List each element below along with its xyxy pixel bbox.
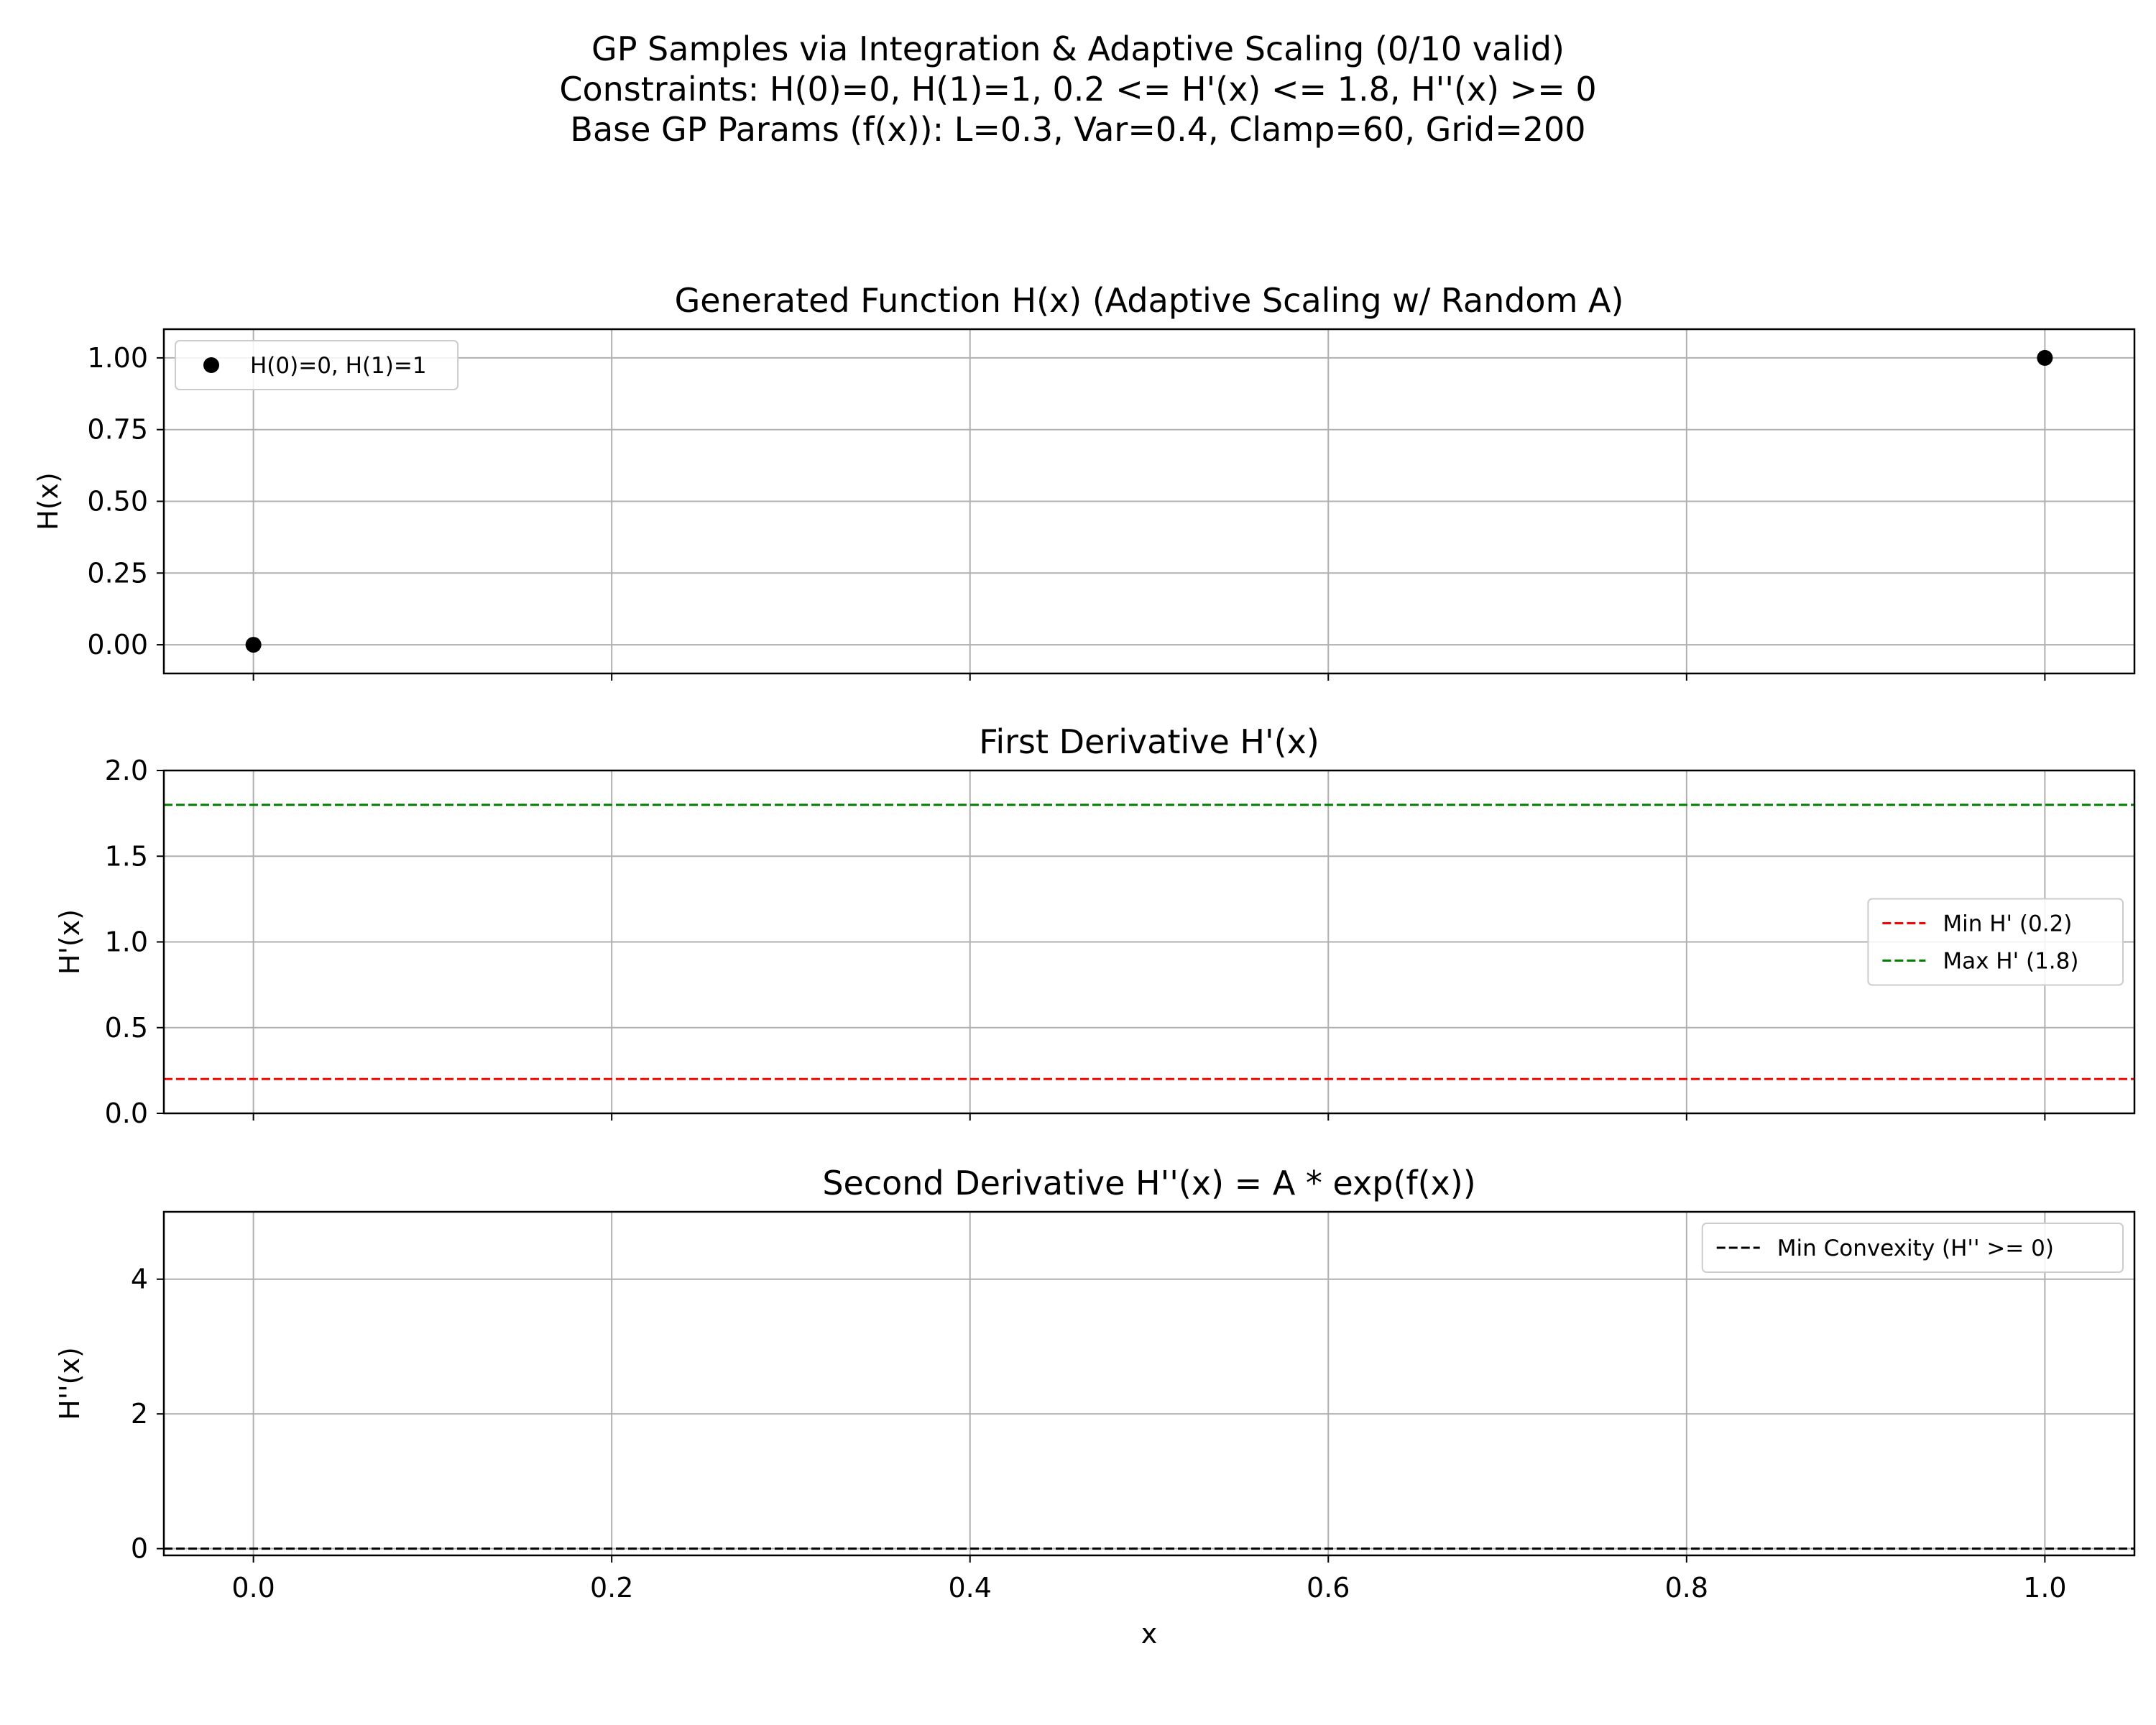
panel-2-ylabel: H'(x) bbox=[54, 909, 86, 975]
panel-2-ytick-label-3: 1.5 bbox=[105, 840, 148, 872]
panel-3-legend-label-0: Min Convexity (H'' >= 0) bbox=[1777, 1236, 2054, 1261]
suptitle-line-3: Base GP Params (f(x)): L=0.3, Var=0.4, C… bbox=[570, 110, 1586, 149]
panel-2-legend-label-1: Max H' (1.8) bbox=[1943, 949, 2078, 975]
panel-1-point-0 bbox=[245, 637, 262, 653]
suptitle-line-1: GP Samples via Integration & Adaptive Sc… bbox=[591, 29, 1565, 68]
panel-1-ytick-label-4: 1.00 bbox=[87, 342, 148, 374]
panel-1-point-1 bbox=[2037, 349, 2053, 366]
panel-2-ytick-label-2: 1.0 bbox=[105, 926, 148, 958]
panel-3-xtick-label-4: 0.8 bbox=[1665, 1572, 1708, 1604]
panel-1-title: Generated Function H(x) (Adaptive Scalin… bbox=[675, 281, 1624, 320]
panel-3-xtick-label-5: 1.0 bbox=[2023, 1572, 2066, 1604]
panel-3-ytick-label-1: 2 bbox=[131, 1398, 148, 1430]
panel-3-ytick-label-2: 4 bbox=[131, 1264, 148, 1295]
panel-2-ytick-label-4: 2.0 bbox=[105, 755, 148, 786]
panel-3-title: Second Derivative H''(x) = A * exp(f(x)) bbox=[822, 1164, 1475, 1202]
panel-2-legend-label-0: Min H' (0.2) bbox=[1943, 911, 2072, 937]
panel-1-ytick-label-3: 0.75 bbox=[87, 414, 148, 446]
panel-3-legend bbox=[1701, 1223, 2124, 1273]
panel-3-xtick-label-1: 0.2 bbox=[590, 1572, 633, 1604]
panel-2-legend bbox=[1867, 898, 2124, 986]
panel-1-ytick-label-2: 0.50 bbox=[87, 486, 148, 518]
panel-3-axes-frame bbox=[162, 1210, 2136, 1557]
panel-1-ytick-label-1: 0.25 bbox=[87, 557, 148, 589]
suptitle-line-2: Constraints: H(0)=0, H(1)=1, 0.2 <= H'(x… bbox=[559, 70, 1597, 109]
panel-3-ytick-label-0: 0 bbox=[131, 1533, 148, 1565]
panel-1-legend-marker-0 bbox=[203, 357, 219, 373]
panel-3-ylabel: H''(x) bbox=[54, 1347, 86, 1420]
panel-2-title: First Derivative H'(x) bbox=[979, 722, 1319, 761]
panel-3-xtick-label-2: 0.4 bbox=[949, 1572, 992, 1604]
panel-3-xlabel: x bbox=[1141, 1618, 1158, 1650]
panel-1-ytick-label-0: 0.00 bbox=[87, 629, 148, 661]
panel-3-xtick-label-3: 0.6 bbox=[1307, 1572, 1350, 1604]
panel-2-ytick-label-0: 0.0 bbox=[105, 1098, 148, 1129]
panel-2-ytick-label-1: 0.5 bbox=[105, 1012, 148, 1044]
panel-1-legend bbox=[175, 340, 459, 390]
panel-1-legend-label-0: H(0)=0, H(1)=1 bbox=[250, 353, 427, 379]
panel-1-ylabel: H(x) bbox=[32, 472, 64, 530]
panel-3-xtick-label-0: 0.0 bbox=[231, 1572, 275, 1604]
